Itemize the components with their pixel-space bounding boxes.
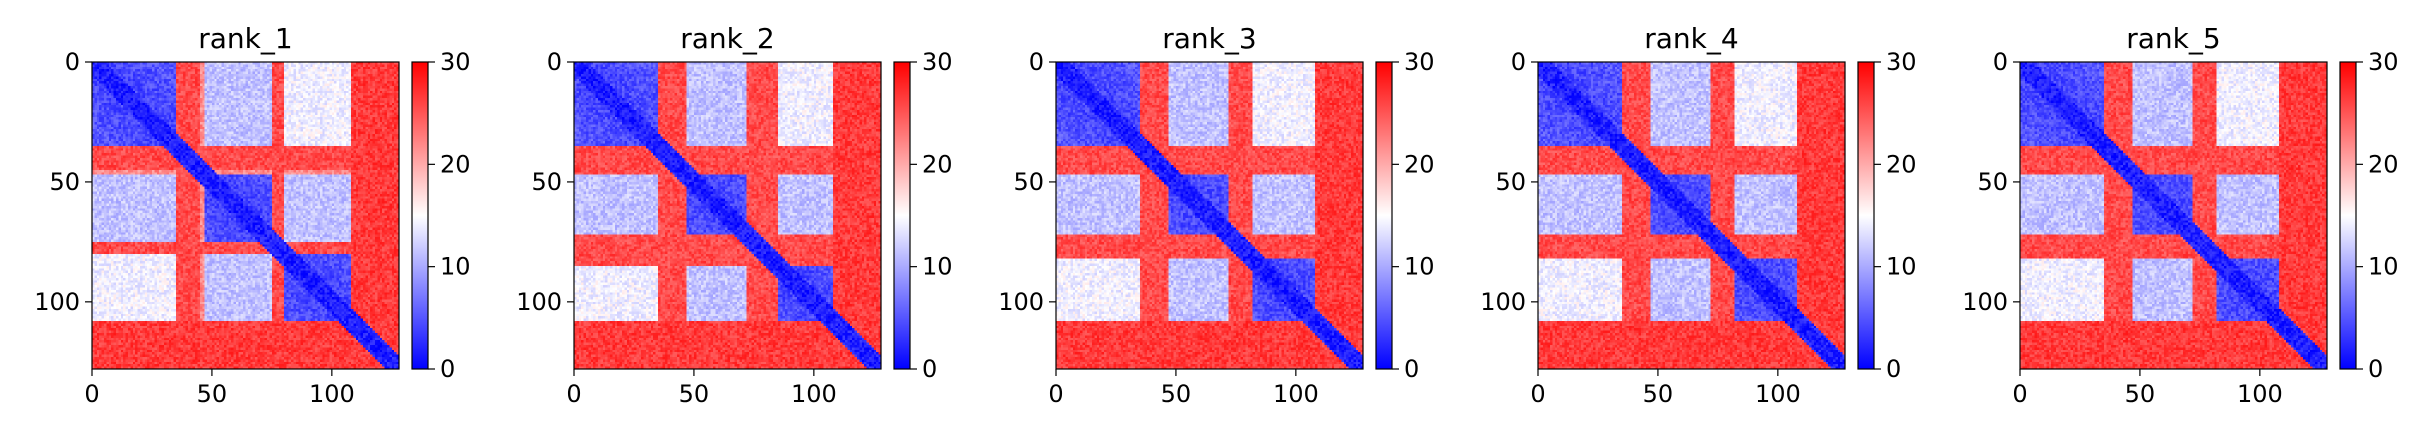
colorbar [1375, 61, 1393, 370]
axes-frame [573, 61, 882, 370]
colorbar-tick-label: 30 [440, 48, 471, 76]
axes-frame [2019, 61, 2328, 370]
colorbar-tick-label: 10 [922, 253, 953, 281]
colorbar-tick-label: 20 [922, 150, 953, 178]
colorbar-tick-label: 30 [2368, 48, 2399, 76]
colorbar-tick-label: 10 [1404, 253, 1435, 281]
colorbar [411, 61, 429, 370]
x-tick-label: 0 [566, 380, 581, 408]
panel-title: rank_1 [198, 22, 292, 55]
y-tick-label: 100 [516, 288, 562, 316]
heatmap-panel: rank_3 0 50 100 0 50 100 0 10 20 30 [998, 22, 1434, 408]
heatmap-panel: rank_5 0 50 100 0 50 100 0 10 20 30 [1962, 22, 2398, 408]
colorbar-tick-label: 30 [1886, 48, 1917, 76]
x-tick-label: 100 [1273, 380, 1319, 408]
x-tick-label: 100 [309, 380, 355, 408]
x-tick-label: 100 [2237, 380, 2283, 408]
y-tick-label: 50 [531, 168, 562, 196]
colorbar-tick-label: 10 [1886, 253, 1917, 281]
axes-frame [1055, 61, 1364, 370]
y-tick-label: 100 [34, 288, 80, 316]
colorbar-tick-label: 30 [1404, 48, 1435, 76]
heatmap-image [574, 62, 881, 369]
colorbar-tick-label: 20 [1404, 150, 1435, 178]
colorbar-tick-label: 0 [2368, 355, 2383, 383]
colorbar-tick-label: 0 [922, 355, 937, 383]
y-tick-label: 100 [1962, 288, 2008, 316]
x-tick-label: 0 [84, 380, 99, 408]
x-tick-label: 50 [2125, 380, 2156, 408]
panel-title: rank_5 [2126, 22, 2220, 55]
y-tick-label: 0 [1993, 48, 2008, 76]
heatmap-panel: rank_2 0 50 100 0 50 100 0 10 20 30 [516, 22, 952, 408]
y-tick-label: 100 [1480, 288, 1526, 316]
panel-title: rank_4 [1644, 22, 1738, 55]
colorbar-tick-label: 20 [440, 150, 471, 178]
colorbar [893, 61, 911, 370]
x-tick-label: 50 [1161, 380, 1192, 408]
heatmap-image [1056, 62, 1363, 369]
axes-frame [1537, 61, 1846, 370]
panel-title: rank_2 [680, 22, 774, 55]
x-tick-label: 50 [1643, 380, 1674, 408]
axes-frame [91, 61, 400, 370]
y-tick-label: 0 [547, 48, 562, 76]
y-tick-label: 50 [1977, 168, 2008, 196]
colorbar-tick-label: 0 [440, 355, 455, 383]
x-tick-label: 50 [679, 380, 710, 408]
heatmap-panel: rank_4 0 50 100 0 50 100 0 10 20 30 [1480, 22, 1916, 408]
colorbar [2339, 61, 2357, 370]
colorbar [1857, 61, 1875, 370]
colorbar-tick-label: 10 [440, 253, 471, 281]
y-tick-label: 0 [1029, 48, 1044, 76]
x-tick-label: 0 [1530, 380, 1545, 408]
y-tick-label: 100 [998, 288, 1044, 316]
colorbar-tick-label: 0 [1886, 355, 1901, 383]
panel-title: rank_3 [1162, 22, 1256, 55]
y-tick-label: 50 [1495, 168, 1526, 196]
y-tick-label: 0 [65, 48, 80, 76]
y-tick-label: 50 [1013, 168, 1044, 196]
x-tick-label: 50 [197, 380, 228, 408]
colorbar-tick-label: 20 [1886, 150, 1917, 178]
x-tick-label: 0 [2012, 380, 2027, 408]
heatmap-panel: rank_1 0 50 100 0 50 100 0 10 20 30 [34, 22, 470, 408]
colorbar-tick-label: 10 [2368, 253, 2399, 281]
heatmap-image [1538, 62, 1845, 369]
heatmap-image [92, 62, 399, 369]
colorbar-tick-label: 0 [1404, 355, 1419, 383]
x-tick-label: 100 [791, 380, 837, 408]
x-tick-label: 100 [1755, 380, 1801, 408]
heatmap-image [2020, 62, 2327, 369]
colorbar-tick-label: 20 [2368, 150, 2399, 178]
x-tick-label: 0 [1048, 380, 1063, 408]
colorbar-tick-label: 30 [922, 48, 953, 76]
y-tick-label: 50 [49, 168, 80, 196]
y-tick-label: 0 [1511, 48, 1526, 76]
